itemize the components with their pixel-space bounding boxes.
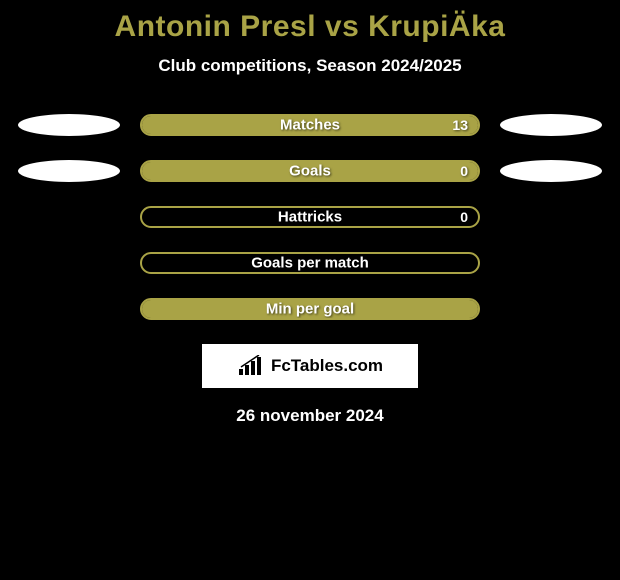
bar-label: Min per goal xyxy=(266,301,354,318)
bar-label: Hattricks xyxy=(278,209,342,226)
ellipse-right-icon xyxy=(500,160,602,182)
footer-brand-box: FcTables.com xyxy=(202,344,418,388)
date-text: 26 november 2024 xyxy=(0,406,620,426)
bar-matches: Matches 13 xyxy=(140,114,480,136)
footer-brand-text: FcTables.com xyxy=(271,356,383,376)
ellipse-placeholder xyxy=(500,252,602,274)
ellipse-placeholder xyxy=(500,206,602,228)
main-container: Antonin Presl vs KrupiÄka Club competiti… xyxy=(0,0,620,426)
subtitle: Club competitions, Season 2024/2025 xyxy=(0,56,620,76)
chart-row-matches: Matches 13 xyxy=(10,114,610,136)
bar-value: 13 xyxy=(452,117,468,133)
bar-label: Goals per match xyxy=(251,255,369,272)
bar-value: 0 xyxy=(460,209,468,225)
ellipse-right-icon xyxy=(500,114,602,136)
chart-row-goals-per-match: Goals per match xyxy=(10,252,610,274)
chart-row-hattricks: Hattricks 0 xyxy=(10,206,610,228)
chart-area: Matches 13 Goals 0 Hattricks 0 xyxy=(0,114,620,320)
bar-goals: Goals 0 xyxy=(140,160,480,182)
bar-chart-icon xyxy=(237,355,265,377)
ellipse-placeholder xyxy=(18,298,120,320)
ellipse-placeholder xyxy=(18,206,120,228)
bar-min-per-goal: Min per goal xyxy=(140,298,480,320)
ellipse-left-icon xyxy=(18,160,120,182)
bar-label: Goals xyxy=(289,163,331,180)
ellipse-left-icon xyxy=(18,114,120,136)
chart-row-min-per-goal: Min per goal xyxy=(10,298,610,320)
bar-hattricks: Hattricks 0 xyxy=(140,206,480,228)
chart-row-goals: Goals 0 xyxy=(10,160,610,182)
page-title: Antonin Presl vs KrupiÄka xyxy=(0,10,620,44)
bar-label: Matches xyxy=(280,117,340,134)
bar-value: 0 xyxy=(460,163,468,179)
bar-goals-per-match: Goals per match xyxy=(140,252,480,274)
ellipse-placeholder xyxy=(500,298,602,320)
ellipse-placeholder xyxy=(18,252,120,274)
